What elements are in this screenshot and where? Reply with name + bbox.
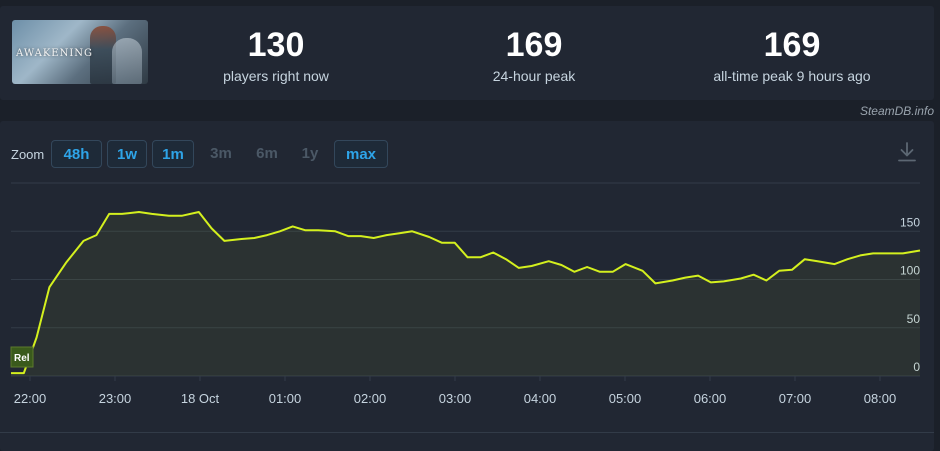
character-figure-secondary: [112, 38, 142, 84]
series-line: [11, 211, 921, 375]
x-tick-label: 01:00: [269, 391, 302, 406]
x-tick-label: 08:00: [864, 391, 897, 406]
x-tick-label: 18 Oct: [181, 391, 220, 406]
players-now-stat: 130 players right now: [166, 26, 386, 84]
x-tick-label: 03:00: [439, 391, 472, 406]
release-flag: [10, 346, 34, 368]
zoom-1y-button: 1y: [301, 145, 319, 162]
x-tick-label: 07:00: [779, 391, 812, 406]
24h-peak-stat: 169 24-hour peak: [424, 26, 644, 84]
panel-divider: [0, 432, 934, 433]
zoom-6m-button: 6m: [256, 145, 278, 162]
zoom-label: Zoom: [11, 147, 45, 162]
game-thumbnail[interactable]: AWAKENING: [12, 20, 148, 84]
y-tick-label: 150: [900, 215, 920, 229]
x-tick-label: 22:00: [14, 391, 47, 406]
x-tick-label: 05:00: [609, 391, 642, 406]
all-time-peak-label: all-time peak 9 hours ago: [713, 68, 871, 84]
zoom-48h-button[interactable]: 48h: [51, 140, 102, 168]
all-time-peak-stat: 169 all-time peak 9 hours ago: [682, 26, 902, 84]
steamdb-credit[interactable]: SteamDB.info: [859, 104, 934, 118]
24h-peak-value: 169: [505, 26, 563, 64]
character-figure: [90, 26, 116, 84]
x-tick-label: 23:00: [99, 391, 132, 406]
game-logo: AWAKENING: [16, 48, 94, 59]
series-area: [11, 212, 920, 376]
players-now-value: 130: [247, 26, 305, 64]
players-now-label: players right now: [223, 68, 329, 84]
stats-header: AWAKENING 130 players right now 169 24-h…: [0, 6, 934, 100]
zoom-1w-button[interactable]: 1w: [107, 140, 147, 168]
zoom-max-button[interactable]: max: [334, 140, 388, 168]
player-count-chart[interactable]: 150 100 50 0 22:00 23:00 18 Oct 01:00 02:00 03:00…: [0, 180, 934, 430]
y-tick-label: 50: [907, 312, 921, 326]
24h-peak-label: 24-hour peak: [492, 68, 576, 84]
release-flag-label: Rel: [14, 353, 30, 364]
y-tick-label: 0: [913, 360, 920, 374]
x-tick-label: 06:00: [694, 391, 727, 406]
zoom-3m-button: 3m: [210, 145, 232, 162]
y-tick-label: 100: [900, 264, 920, 278]
download-icon[interactable]: [897, 141, 917, 163]
zoom-1m-button[interactable]: 1m: [152, 140, 194, 168]
x-tick-label: 04:00: [524, 391, 557, 406]
x-tick-label: 02:00: [354, 391, 387, 406]
all-time-peak-value: 169: [763, 26, 821, 64]
chart-panel: [0, 121, 934, 451]
